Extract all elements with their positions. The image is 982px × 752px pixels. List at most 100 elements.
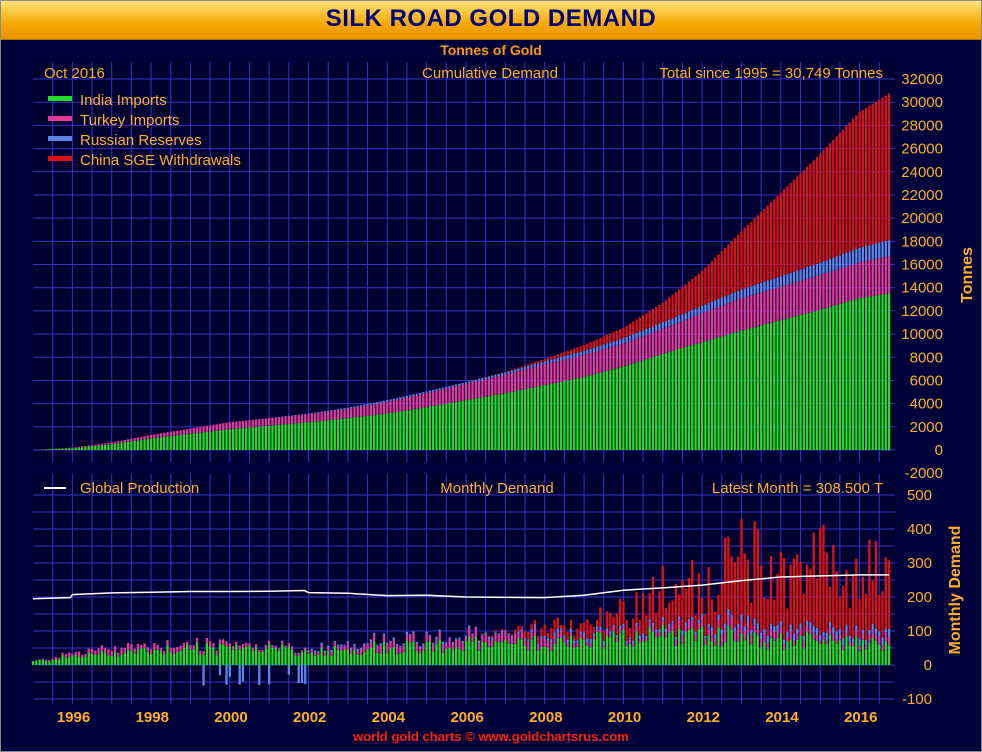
cumulative-bar-india (648, 358, 651, 450)
monthly-bar-china (596, 619, 599, 627)
monthly-bar-china (753, 521, 756, 619)
cumulative-bar-turkey (432, 391, 435, 406)
cumulative-bar-russia (648, 327, 651, 334)
monthly-bar-turkey (340, 646, 343, 651)
monthly-bar-turkey (48, 659, 51, 662)
cumulative-bar-china (868, 105, 871, 246)
cumulative-bar-china (527, 364, 530, 366)
monthly-bar-china (576, 628, 579, 641)
monthly-bar-turkey (458, 639, 461, 649)
cumulative-bar-india (359, 416, 363, 450)
monthly-bar-india (510, 643, 514, 665)
monthly-bar-turkey (546, 640, 550, 648)
cumulative-bar-india (842, 302, 845, 450)
cumulative-bar-russia (812, 264, 815, 277)
cumulative-bar-india (864, 297, 868, 450)
cumulative-bar-turkey (750, 295, 753, 328)
cumulative-bar-india (746, 328, 750, 450)
cumulative-bar-turkey (110, 442, 113, 445)
cumulative-bar-china (612, 332, 615, 342)
monthly-bar-russia (418, 646, 422, 648)
cumulative-bar-turkey (546, 363, 550, 385)
monthly-bar-china (740, 518, 743, 615)
monthly-bar-india (304, 649, 307, 665)
monthly-bar-russia (491, 637, 494, 640)
monthly-bar-turkey (799, 628, 802, 636)
cumulative-bar-india (851, 300, 855, 450)
cumulative-bar-china (507, 370, 510, 372)
cumulative-bar-russia (369, 403, 372, 405)
monthly-bar-india (530, 639, 533, 665)
monthly-bar-turkey (641, 637, 645, 641)
monthly-bar-india (559, 637, 563, 665)
monthly-bar-russia-negative (228, 665, 231, 677)
monthly-bar-turkey (864, 644, 868, 650)
cumulative-bar-russia (330, 410, 333, 412)
cumulative-bar-india (812, 311, 815, 450)
monthly-bar-russia (884, 628, 887, 633)
cumulative-bar-india (438, 404, 441, 450)
cumulative-bar-turkey (533, 366, 536, 388)
cumulative-bar-turkey (350, 408, 353, 418)
cumulative-bar-russia (707, 302, 710, 311)
monthly-bar-china (579, 623, 582, 632)
monthly-bar-india (632, 646, 635, 665)
monthly-bar-russia (422, 643, 425, 646)
cumulative-bar-india (327, 420, 330, 450)
cumulative-bar-turkey (441, 389, 445, 405)
monthly-bar-india (730, 629, 733, 665)
cumulative-bar-india (405, 410, 409, 450)
cumulative-bar-india (468, 399, 471, 450)
monthly-bar-turkey (97, 648, 100, 655)
monthly-bar-russia (710, 627, 714, 632)
monthly-bar-russia (874, 628, 878, 635)
cumulative-bar-india (126, 441, 130, 450)
monthly-bar-turkey (723, 628, 727, 642)
monthly-bar-russia (704, 635, 707, 639)
cumulative-bar-china (717, 254, 720, 299)
cumulative-bar-turkey (369, 404, 372, 416)
monthly-bar-turkey (884, 632, 887, 641)
monthly-bar-turkey (415, 643, 418, 652)
monthly-bar-russia (838, 628, 842, 634)
monthly-bar-china (717, 594, 720, 615)
cumulative-bar-india (671, 350, 674, 450)
monthly-bar-india (238, 649, 241, 665)
monthly-bar-turkey (107, 649, 110, 656)
monthly-bar-india (661, 624, 664, 665)
cumulative-bar-turkey (740, 298, 743, 331)
monthly-bar-russia (543, 635, 546, 639)
cumulative-bar-india (399, 411, 402, 450)
cumulative-bar-turkey (635, 338, 638, 363)
cumulative-bar-turkey (281, 416, 284, 425)
cumulative-bar-turkey (710, 309, 714, 340)
cumulative-bar-turkey (648, 333, 651, 359)
monthly-bar-russia (281, 640, 284, 642)
monthly-bar-turkey (514, 634, 517, 644)
cumulative-bar-india (638, 361, 641, 450)
cumulative-bar-china (520, 366, 523, 368)
monthly-bar-india (468, 636, 471, 665)
x-tick-label: 2004 (372, 709, 406, 726)
cumulative-bar-turkey (477, 380, 481, 398)
monthly-bar-russia (359, 647, 363, 650)
cumulative-bar-india (94, 445, 97, 450)
monthly-bar-china (615, 613, 618, 635)
monthly-bar-china (559, 624, 563, 629)
cumulative-bar-turkey (536, 365, 540, 387)
monthly-bar-turkey (461, 643, 464, 651)
monthly-bar-india (350, 654, 353, 665)
monthly-bar-china (510, 634, 514, 636)
monthly-bar-turkey (245, 643, 248, 647)
monthly-bar-turkey (559, 630, 563, 638)
monthly-bar-turkey (186, 641, 189, 645)
cumulative-bar-russia (612, 341, 615, 347)
monthly-bar-india (74, 654, 77, 665)
monthly-bar-russia (638, 635, 641, 640)
cumulative-bar-turkey (825, 272, 828, 308)
cumulative-bar-india (48, 449, 51, 450)
cumulative-bar-russia (523, 366, 527, 370)
cumulative-bar-india (609, 370, 612, 450)
cumulative-bar-russia (553, 358, 556, 362)
monthly-bar-india (461, 650, 464, 665)
